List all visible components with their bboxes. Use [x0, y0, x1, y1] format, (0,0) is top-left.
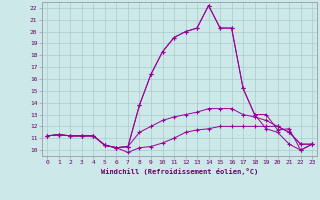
X-axis label: Windchill (Refroidissement éolien,°C): Windchill (Refroidissement éolien,°C)	[100, 168, 258, 175]
